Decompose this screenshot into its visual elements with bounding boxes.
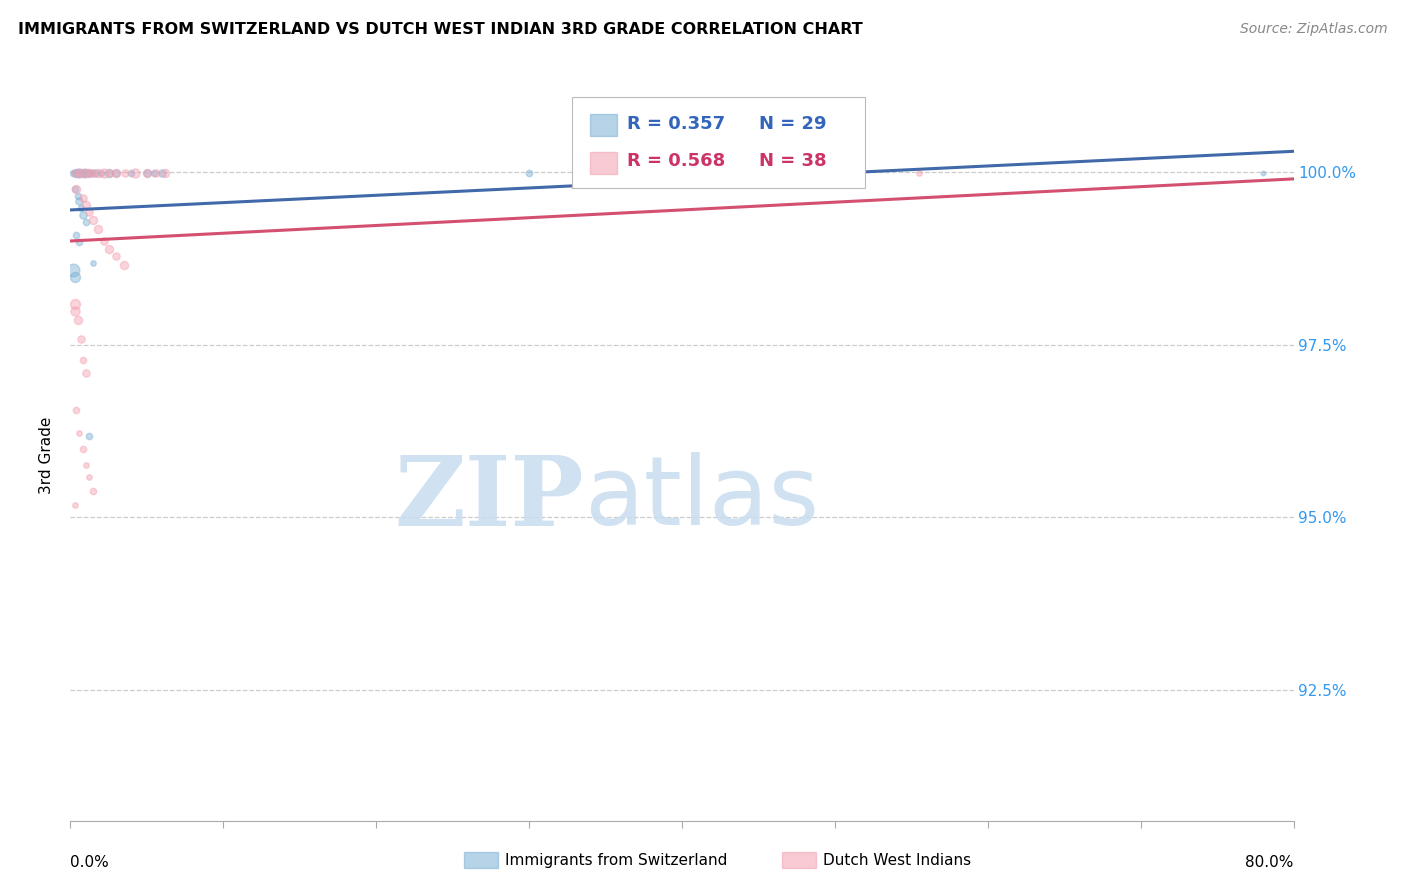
Point: [75, 458, 97, 473]
Point: [75, 215, 97, 229]
Point: [66, 313, 89, 327]
Point: [75, 198, 97, 212]
Point: [80, 166, 103, 180]
Point: [66, 189, 89, 203]
Point: [82, 166, 104, 180]
Point: [70, 201, 93, 215]
Point: [69, 166, 91, 180]
Point: [75, 367, 97, 381]
Text: R = 0.357: R = 0.357: [627, 115, 725, 133]
Point: [77, 428, 100, 442]
Point: [83, 166, 105, 180]
Text: ZIP: ZIP: [395, 452, 583, 546]
Point: [77, 205, 100, 219]
Point: [69, 425, 91, 440]
Point: [153, 166, 176, 180]
Point: [105, 249, 128, 263]
Point: [72, 191, 94, 205]
Point: [105, 166, 128, 180]
Point: [70, 332, 93, 346]
Point: [150, 166, 173, 180]
Text: Dutch West Indians: Dutch West Indians: [823, 853, 970, 868]
Point: [65, 166, 87, 180]
Point: [77, 166, 100, 180]
Point: [105, 166, 128, 180]
Point: [72, 352, 94, 367]
Point: [124, 166, 146, 180]
Point: [72, 166, 94, 180]
Y-axis label: 3rd Grade: 3rd Grade: [39, 417, 55, 493]
Text: N = 29: N = 29: [759, 115, 827, 133]
Point: [63, 304, 86, 318]
Text: IMMIGRANTS FROM SWITZERLAND VS DUTCH WEST INDIAN 3RD GRADE CORRELATION CHART: IMMIGRANTS FROM SWITZERLAND VS DUTCH WES…: [18, 22, 863, 37]
Point: [63, 297, 86, 311]
Point: [97, 166, 120, 180]
Point: [93, 166, 115, 180]
Point: [90, 166, 112, 180]
Point: [72, 442, 94, 457]
Text: Source: ZipAtlas.com: Source: ZipAtlas.com: [1240, 22, 1388, 37]
Point: [63, 498, 86, 512]
Point: [82, 213, 104, 227]
Point: [517, 166, 540, 180]
Point: [112, 258, 135, 272]
Point: [82, 483, 104, 498]
Point: [82, 256, 104, 270]
Point: [114, 166, 136, 180]
Point: [63, 182, 86, 196]
Text: 80.0%: 80.0%: [1246, 855, 1294, 870]
Point: [93, 234, 115, 248]
Text: R = 0.568: R = 0.568: [627, 152, 725, 169]
Point: [87, 166, 110, 180]
Point: [121, 166, 143, 180]
Point: [69, 235, 91, 250]
Bar: [591, 153, 617, 174]
Point: [87, 221, 110, 235]
Point: [143, 166, 166, 180]
Point: [75, 166, 97, 180]
Text: 0.0%: 0.0%: [70, 855, 110, 870]
Bar: [591, 114, 617, 136]
Point: [908, 166, 931, 180]
Point: [65, 182, 87, 196]
Text: N = 38: N = 38: [759, 152, 827, 169]
Point: [65, 403, 87, 417]
Point: [69, 166, 91, 180]
Point: [98, 166, 121, 180]
Point: [73, 166, 96, 180]
Bar: [464, 852, 499, 868]
Point: [63, 269, 86, 284]
Point: [1251, 166, 1274, 180]
Point: [62, 166, 84, 180]
FancyBboxPatch shape: [572, 96, 866, 188]
Point: [135, 166, 157, 180]
Point: [77, 470, 100, 484]
Point: [62, 263, 84, 277]
Point: [65, 228, 87, 243]
Text: atlas: atlas: [583, 452, 820, 545]
Bar: [782, 852, 817, 868]
Text: Immigrants from Switzerland: Immigrants from Switzerland: [505, 853, 727, 868]
Point: [77, 166, 100, 180]
Point: [63, 166, 86, 180]
Point: [97, 242, 120, 256]
Point: [135, 166, 157, 180]
Point: [72, 208, 94, 222]
Point: [69, 194, 91, 208]
Point: [145, 166, 167, 180]
